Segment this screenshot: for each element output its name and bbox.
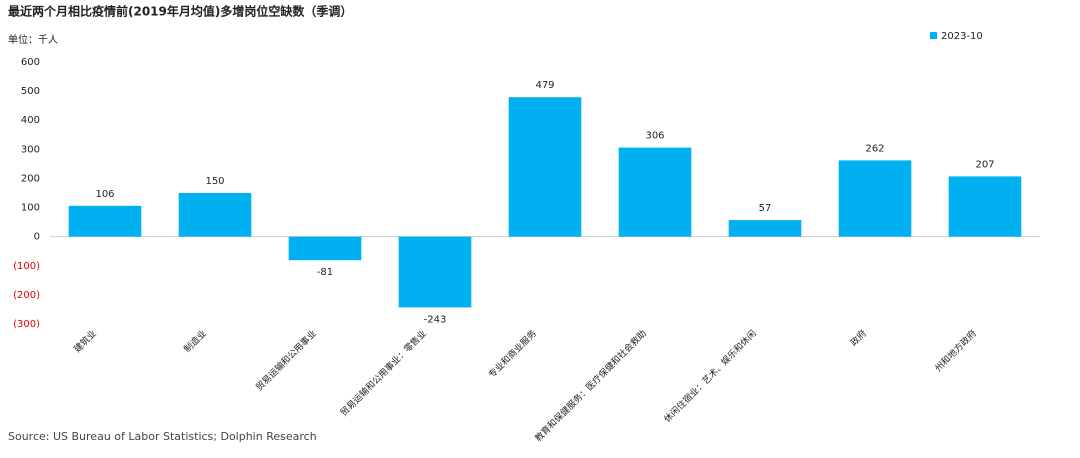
bar bbox=[398, 236, 472, 308]
source: Source: US Bureau of Labor Statistics; D… bbox=[8, 430, 317, 443]
bar bbox=[68, 205, 142, 237]
data-label: 150 bbox=[205, 176, 224, 187]
x-tick-label: 教育和保健服务：医疗保健和社会救助 bbox=[532, 327, 649, 444]
legend-label: 2023-10 bbox=[941, 31, 983, 42]
bar bbox=[288, 236, 362, 261]
bar bbox=[178, 193, 252, 237]
data-label: 106 bbox=[95, 189, 114, 200]
x-tick-label: 专业和商业服务 bbox=[486, 327, 539, 380]
y-tick-label: 300 bbox=[21, 144, 40, 155]
x-tick-label: 政府 bbox=[848, 327, 869, 348]
legend-swatch bbox=[930, 32, 937, 39]
data-label: 262 bbox=[865, 143, 884, 154]
y-tick-label: 400 bbox=[21, 115, 40, 126]
data-label: 207 bbox=[975, 159, 994, 170]
x-tick-label: 贸易运输和公用事业：零售业 bbox=[338, 327, 429, 418]
data-label: -81 bbox=[317, 267, 333, 278]
y-tick-label: 0 bbox=[34, 232, 40, 243]
y-tick-label: 600 bbox=[21, 57, 40, 68]
data-label: 57 bbox=[759, 203, 772, 214]
data-label: 306 bbox=[645, 131, 664, 142]
y-tick-label: 100 bbox=[21, 203, 40, 214]
data-label: -243 bbox=[424, 314, 447, 325]
x-tick-label: 贸易运输和公用事业 bbox=[253, 327, 319, 393]
x-tick-label: 制造业 bbox=[181, 327, 209, 355]
bar bbox=[948, 176, 1022, 237]
bar bbox=[618, 147, 692, 237]
bar bbox=[728, 220, 802, 237]
data-label: 479 bbox=[535, 80, 554, 91]
y-tick-label: (100) bbox=[13, 261, 40, 272]
x-tick-label: 建筑业 bbox=[71, 327, 99, 355]
x-tick-label: 州和地方政府 bbox=[932, 327, 979, 374]
unit-label: 单位：千人 bbox=[8, 33, 58, 46]
bar bbox=[838, 160, 912, 237]
y-tick-label: 200 bbox=[21, 173, 40, 184]
y-tick-label: 500 bbox=[21, 86, 40, 97]
bar bbox=[508, 97, 582, 237]
y-tick-label: (200) bbox=[13, 290, 40, 301]
x-tick-label: 休闲住宿业：艺术、娱乐和休闲 bbox=[661, 327, 759, 425]
chart-title: 最近两个月相比疫情前(2019年月均值)多增岗位空缺数（季调） bbox=[8, 4, 352, 19]
y-tick-label: (300) bbox=[13, 319, 40, 330]
